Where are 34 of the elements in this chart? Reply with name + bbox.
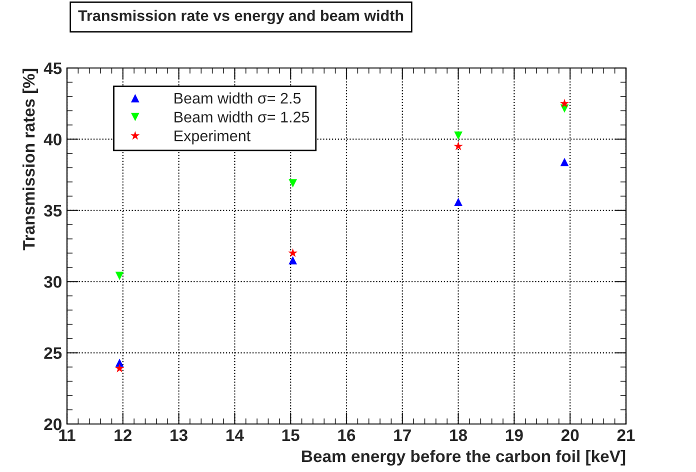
x-tick-label: 20 bbox=[561, 429, 579, 442]
x-tick-label: 21 bbox=[617, 429, 635, 441]
point bbox=[560, 158, 569, 166]
x-tick-label: 11 bbox=[59, 429, 76, 441]
x-axis-title: Beam energy before the carbon foil [keV] bbox=[302, 450, 626, 466]
x-tick-label: 15 bbox=[282, 429, 300, 442]
legend-label: Beam width σ= 2.5 bbox=[174, 92, 301, 104]
x-tick-label: 12 bbox=[114, 429, 132, 441]
point bbox=[288, 248, 298, 258]
point bbox=[288, 256, 298, 264]
y-tick-label: 20 bbox=[44, 418, 62, 430]
x-tick-label: 18 bbox=[450, 429, 468, 442]
point bbox=[288, 179, 298, 188]
y-tick-label: 25 bbox=[44, 347, 62, 360]
legend-label: Experiment bbox=[174, 130, 251, 144]
point bbox=[454, 198, 462, 206]
y-tick-label: 30 bbox=[44, 276, 62, 288]
y-tick-label: 45 bbox=[44, 62, 62, 74]
point bbox=[114, 364, 124, 372]
y-axis-title: Transmission rates [%] bbox=[22, 68, 38, 250]
legend-label: Beam width σ= 1.25 bbox=[174, 111, 310, 122]
point bbox=[115, 358, 124, 367]
point bbox=[454, 131, 462, 140]
point bbox=[560, 98, 570, 108]
x-tick-label: 17 bbox=[394, 429, 411, 441]
x-tick-label: 16 bbox=[338, 429, 356, 442]
point bbox=[454, 141, 463, 150]
x-tick-label: 19 bbox=[506, 429, 523, 442]
y-tick-label: 35 bbox=[44, 204, 62, 217]
x-tick-label: 13 bbox=[170, 429, 188, 442]
x-tick-label: 14 bbox=[226, 429, 244, 441]
point bbox=[115, 272, 124, 280]
y-tick-label: 40 bbox=[44, 134, 62, 146]
chart-title: Transmission rate vs energy and beam width bbox=[78, 10, 404, 24]
